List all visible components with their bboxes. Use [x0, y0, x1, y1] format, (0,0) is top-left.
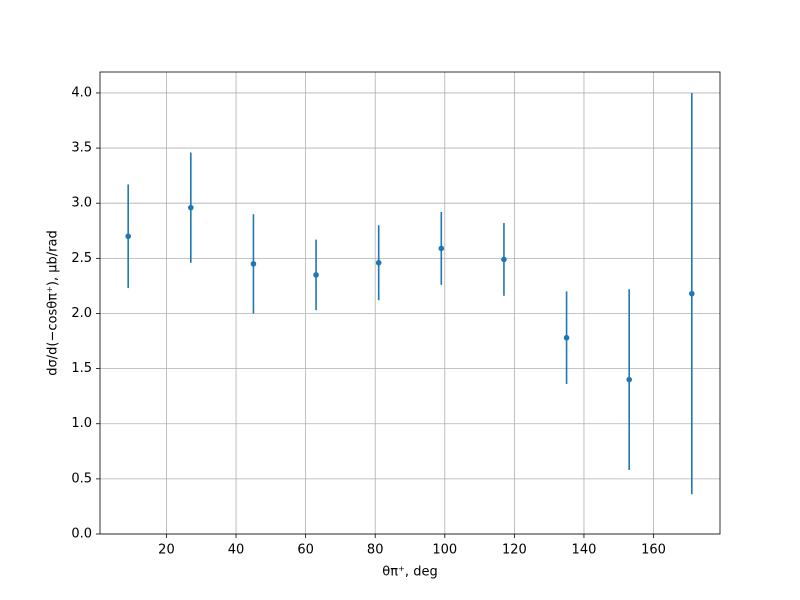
data-point	[626, 376, 632, 383]
data-point	[501, 256, 507, 263]
data-point	[188, 204, 194, 211]
x-tick-label: 80	[367, 543, 384, 558]
data-point	[125, 233, 131, 240]
x-tick-label: 140	[572, 543, 597, 558]
y-tick-label: 3.0	[71, 196, 92, 211]
x-tick-label: 60	[297, 543, 314, 558]
x-tick-label: 40	[228, 543, 245, 558]
x-axis-label: θπ⁺, deg	[382, 565, 437, 580]
data-point	[250, 261, 257, 267]
data-point	[438, 245, 445, 252]
x-tick-label: 20	[158, 543, 175, 558]
y-tick-label: 0.5	[71, 471, 92, 486]
y-tick-label: 2.0	[71, 306, 92, 321]
y-tick-label: 1.0	[71, 416, 92, 431]
y-tick-label: 4.0	[71, 85, 92, 100]
y-axis-label: dσ/d(−cosθπ⁺), μb/rad	[46, 230, 61, 375]
x-tick-label: 100	[432, 543, 457, 558]
data-point	[563, 334, 570, 341]
y-tick-label: 1.5	[71, 361, 92, 376]
x-tick-label: 120	[502, 543, 527, 558]
plot-frame	[99, 71, 721, 535]
y-tick-label: 3.5	[71, 141, 92, 156]
data-point	[689, 290, 695, 297]
data-point	[313, 272, 319, 278]
y-tick-label: 0.0	[71, 527, 92, 542]
data-point	[375, 259, 382, 266]
x-tick-label: 160	[641, 543, 666, 558]
y-tick-label: 2.5	[71, 251, 92, 266]
